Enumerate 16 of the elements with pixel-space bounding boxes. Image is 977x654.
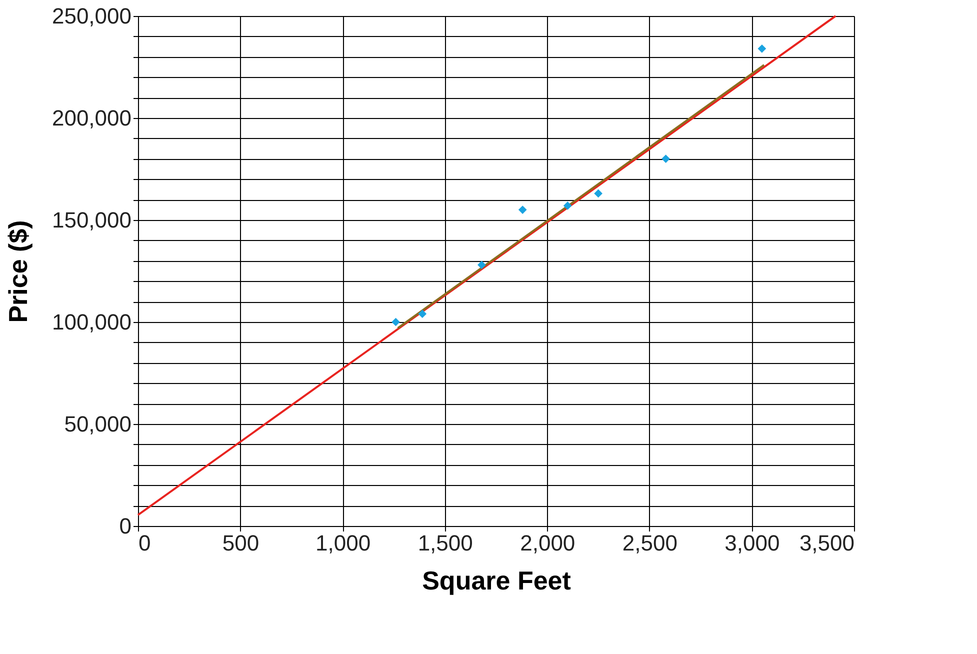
x-tick-label: 2,500 xyxy=(622,530,678,556)
y-tick-label: 150,000 xyxy=(52,208,132,232)
x-axis-title: Square Feet xyxy=(422,566,572,596)
y-tick-label: 100,000 xyxy=(52,310,132,334)
y-tick-label: 50,000 xyxy=(64,412,132,436)
x-tick-label: 500 xyxy=(222,530,260,556)
y-tick-label: 250,000 xyxy=(52,4,132,28)
y-tick-label: 0 xyxy=(119,514,132,538)
y-axis-title: Price ($) xyxy=(2,220,33,323)
x-tick-label: 2,000 xyxy=(520,530,576,556)
y-tick-label: 200,000 xyxy=(52,106,132,130)
x-tick-label: 1,000 xyxy=(316,530,371,556)
x-tick-label: 0 xyxy=(138,530,151,556)
x-tick-label: 3,500 xyxy=(799,530,854,556)
x-tick-label: 3,000 xyxy=(724,530,780,556)
x-tick-label: 1,500 xyxy=(418,530,473,556)
